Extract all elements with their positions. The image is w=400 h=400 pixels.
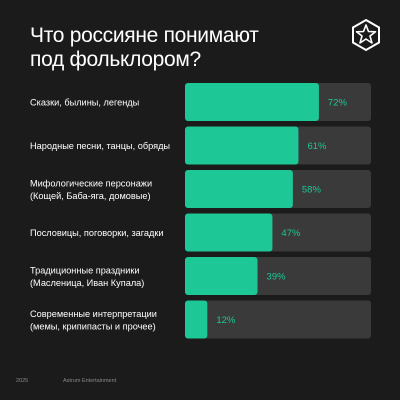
page-title-line-2: под фольклором?	[30, 48, 201, 71]
bar-value-label: 39%	[267, 272, 287, 283]
category-label: Пословицы, поговорки, загадки	[30, 228, 164, 238]
star-in-hexagon-icon	[352, 18, 380, 52]
footer-year: 2025	[16, 378, 29, 384]
category-label: Традиционные праздники	[30, 265, 140, 275]
bar	[185, 126, 299, 165]
bar-value-label: 61%	[307, 141, 327, 152]
bar-value-label: 58%	[302, 185, 322, 196]
bar	[185, 213, 273, 252]
bar-row-6: 12% Современные интерпретации (мемы, крипи…	[30, 300, 371, 339]
bar-row-1: 72% Сказки, былины, легенды	[30, 83, 371, 121]
bar	[185, 83, 319, 121]
category-label: (Масленица, Иван Купала)	[30, 278, 144, 288]
bar	[185, 257, 258, 295]
bar-row-3: 58% Мифологические персонажи (Кощей, Баба-…	[30, 170, 371, 208]
bar-value-label: 47%	[281, 228, 301, 239]
page-title-line-1: Что россияне понимают	[30, 24, 259, 47]
category-label: Сказки, былины, легенды	[30, 98, 139, 108]
bar-track	[185, 300, 371, 339]
bar	[185, 170, 293, 208]
footer-company: Astrum Entertainment	[63, 378, 117, 384]
category-label: Современные интерпретации	[30, 309, 157, 319]
bar-row-2: 61% Народные песни, танцы, обряды	[30, 126, 371, 165]
category-label: (мемы, крипипасты и прочее)	[30, 321, 156, 331]
bar-row-5: 39% Традиционные праздники (Масленица, Ива…	[30, 257, 371, 295]
bar-value-label: 72%	[328, 98, 348, 109]
page-title: Что россияне понимают под фольклором?	[30, 24, 330, 72]
category-label: Мифологические персонажи	[30, 178, 152, 188]
bar	[185, 300, 208, 339]
bar-row-4: 47% Пословицы, поговорки, загадки	[30, 213, 371, 252]
category-label: (Кощей, Баба-яга, домовые)	[30, 191, 151, 201]
bar-value-label: 12%	[216, 315, 236, 326]
category-label: Народные песни, танцы, обряды	[30, 141, 170, 151]
